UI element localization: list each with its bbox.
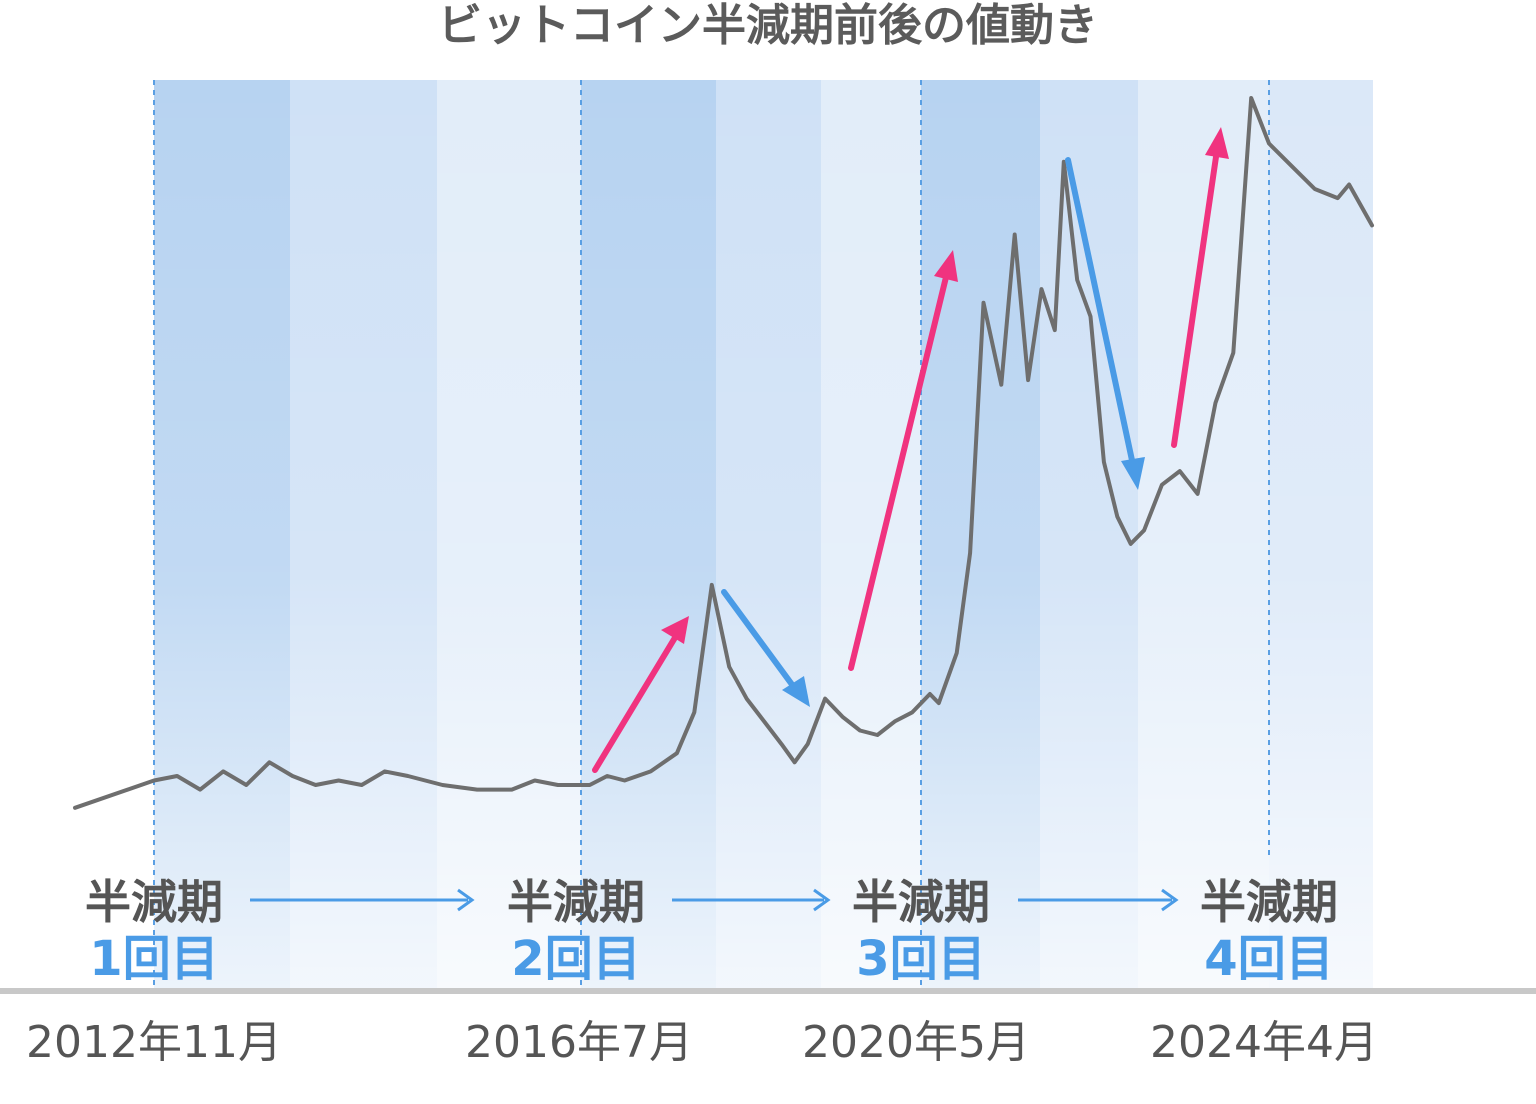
down-arrow-2 — [1065, 157, 1145, 490]
x-axis-labels: 2012年11月 2016年7月 2020年5月 2024年4月 — [26, 1017, 1378, 1068]
flow-arrow-1 — [250, 888, 475, 912]
halving-word-4: 半減期 — [1200, 875, 1338, 929]
halving-word-2: 半減期 — [507, 875, 645, 929]
halving-flow-arrows — [250, 888, 1179, 912]
price-series-line — [73, 96, 1374, 810]
chart-title: ビットコイン半減期前後の値動き — [438, 0, 1098, 51]
halving-word-3: 半減期 — [852, 875, 990, 929]
halving-annotations: 半減期 1回目 半減期 2回目 半減期 3回目 半減期 4回目 — [85, 875, 1338, 987]
halving-word-1: 半減期 — [85, 875, 223, 929]
halving-count-4: 4回目 — [1204, 931, 1333, 987]
flow-arrow-3 — [1018, 888, 1179, 912]
up-arrow-3 — [1171, 127, 1229, 448]
background-bands — [154, 80, 1373, 988]
band-fade — [154, 80, 1373, 988]
trend-arrows — [592, 127, 1229, 773]
halving-lines — [153, 80, 1270, 988]
x-tick-label-1: 2012年11月 — [26, 1017, 282, 1068]
flow-arrow-2 — [672, 888, 831, 912]
x-tick-label-3: 2020年5月 — [802, 1017, 1030, 1068]
x-tick-label-4: 2024年4月 — [1150, 1017, 1378, 1068]
up-arrow-2 — [848, 250, 958, 671]
halving-count-2: 2回目 — [511, 931, 640, 987]
x-tick-label-2: 2016年7月 — [465, 1017, 693, 1068]
up-arrow-1 — [592, 616, 689, 773]
halving-count-3: 3回目 — [856, 931, 985, 987]
halving-count-1: 1回目 — [89, 931, 218, 987]
down-arrow-1 — [721, 589, 810, 707]
